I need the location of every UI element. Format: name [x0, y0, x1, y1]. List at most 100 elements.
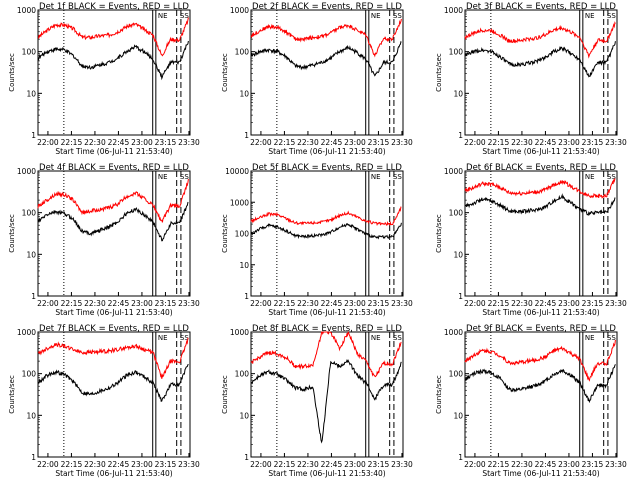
y-axis-label: Counts/sec [8, 53, 16, 92]
y-tick-label: 1 [244, 131, 249, 140]
x-tick-label: 23:00 [131, 460, 153, 469]
plot-frame [250, 9, 404, 136]
x-tick-label: 22:45 [535, 460, 557, 469]
y-axis-label: Counts/sec [435, 375, 443, 414]
annotation-ne: NE [585, 12, 595, 20]
x-tick-label: 23:00 [131, 138, 153, 147]
x-tick-label: 22:45 [108, 299, 130, 308]
lld-series-line [250, 18, 402, 58]
x-tick-label: 22:00 [250, 460, 272, 469]
y-tick-label: 10000 [225, 167, 249, 176]
y-axis-label: Counts/sec [221, 53, 229, 92]
y-tick-label: 100 [449, 209, 464, 218]
x-axis-label: Start Time (06-Jul-11 21:53:40) [482, 469, 599, 478]
x-axis-label: Start Time (06-Jul-11 21:53:40) [268, 308, 385, 317]
x-tick-label: 23:15 [582, 138, 604, 147]
x-axis-label: Start Time (06-Jul-11 21:53:40) [482, 308, 599, 317]
x-tick-label: 22:00 [464, 299, 486, 308]
annotation-ss: SS [393, 12, 402, 20]
lld-series-line [38, 17, 189, 57]
y-tick-label: 100 [22, 209, 37, 218]
plot-frame [464, 170, 618, 297]
y-tick-label: 10 [26, 250, 36, 259]
x-tick-label: 23:00 [558, 460, 580, 469]
y-tick-label: 1000 [17, 167, 36, 176]
lld-series-line [37, 179, 189, 223]
lld-series-line [37, 337, 189, 379]
y-tick-label: 1 [31, 453, 36, 462]
annotation-ss: SS [393, 334, 402, 342]
panel-title: Det 1f BLACK = Events, RED = LLD [39, 2, 189, 12]
x-tick-label: 22:45 [321, 299, 343, 308]
x-tick-label: 23:30 [178, 460, 200, 469]
x-tick-label: 23:00 [344, 299, 366, 308]
x-tick-label: 22:30 [84, 299, 106, 308]
y-axis-label: Counts/sec [221, 214, 229, 253]
y-tick-label: 10 [239, 261, 249, 270]
x-tick-label: 22:00 [37, 138, 59, 147]
annotation-ss: SS [607, 12, 616, 20]
x-tick-label: 22:30 [84, 460, 106, 469]
annotation-ne: NE [158, 12, 168, 20]
plot-frame [37, 170, 191, 297]
x-tick-label: 22:15 [274, 460, 296, 469]
x-tick-label: 22:30 [511, 460, 533, 469]
annotation-ss: SS [393, 173, 402, 181]
x-tick-label: 23:30 [178, 299, 200, 308]
x-tick-label: 22:45 [321, 138, 343, 147]
y-tick-label: 100 [449, 370, 464, 379]
annotation-ne: NE [585, 173, 595, 181]
y-tick-label: 10 [239, 411, 249, 420]
y-tick-label: 10 [26, 89, 36, 98]
lld-series-line [464, 21, 616, 59]
lld-series-line [250, 330, 402, 378]
y-tick-label: 100 [235, 230, 250, 239]
x-axis-label: Start Time (06-Jul-11 21:53:40) [482, 147, 599, 156]
annotation-ss: SS [607, 173, 616, 181]
x-tick-label: 22:00 [250, 299, 272, 308]
y-axis-label: Counts/sec [8, 375, 16, 414]
panel-title: Det 4f BLACK = Events, RED = LLD [39, 163, 189, 173]
x-tick-label: 22:00 [464, 460, 486, 469]
y-tick-label: 10 [453, 250, 463, 259]
x-tick-label: 23:00 [344, 460, 366, 469]
x-tick-label: 22:30 [297, 138, 319, 147]
x-tick-label: 23:15 [582, 460, 604, 469]
y-tick-label: 100 [235, 370, 250, 379]
x-tick-label: 23:15 [582, 299, 604, 308]
y-tick-label: 1 [244, 453, 249, 462]
y-tick-label: 100 [449, 48, 464, 57]
x-tick-label: 23:00 [558, 138, 580, 147]
x-tick-label: 23:30 [178, 138, 200, 147]
x-tick-label: 22:45 [108, 138, 130, 147]
x-axis-label: Start Time (06-Jul-11 21:53:40) [55, 469, 172, 478]
y-tick-label: 100 [22, 48, 37, 57]
annotation-ne: NE [371, 334, 381, 342]
plot-frame [37, 9, 191, 136]
events-series-line [37, 201, 189, 242]
x-tick-label: 22:00 [37, 299, 59, 308]
annotation-ss: SS [180, 173, 189, 181]
x-tick-label: 23:30 [391, 460, 413, 469]
x-tick-label: 23:30 [391, 138, 413, 147]
y-tick-label: 10 [453, 89, 463, 98]
x-tick-label: 23:00 [344, 138, 366, 147]
panel-title: Det 6f BLACK = Events, RED = LLD [466, 163, 616, 173]
x-tick-label: 23:15 [368, 138, 390, 147]
x-axis-label: Start Time (06-Jul-11 21:53:40) [55, 147, 172, 156]
annotation-ss: SS [607, 334, 616, 342]
annotation-ne: NE [371, 12, 381, 20]
x-tick-label: 23:15 [155, 299, 177, 308]
y-axis-label: Counts/sec [8, 214, 16, 253]
y-tick-label: 1 [244, 292, 249, 301]
x-tick-label: 23:15 [368, 299, 390, 308]
x-tick-label: 22:30 [297, 460, 319, 469]
